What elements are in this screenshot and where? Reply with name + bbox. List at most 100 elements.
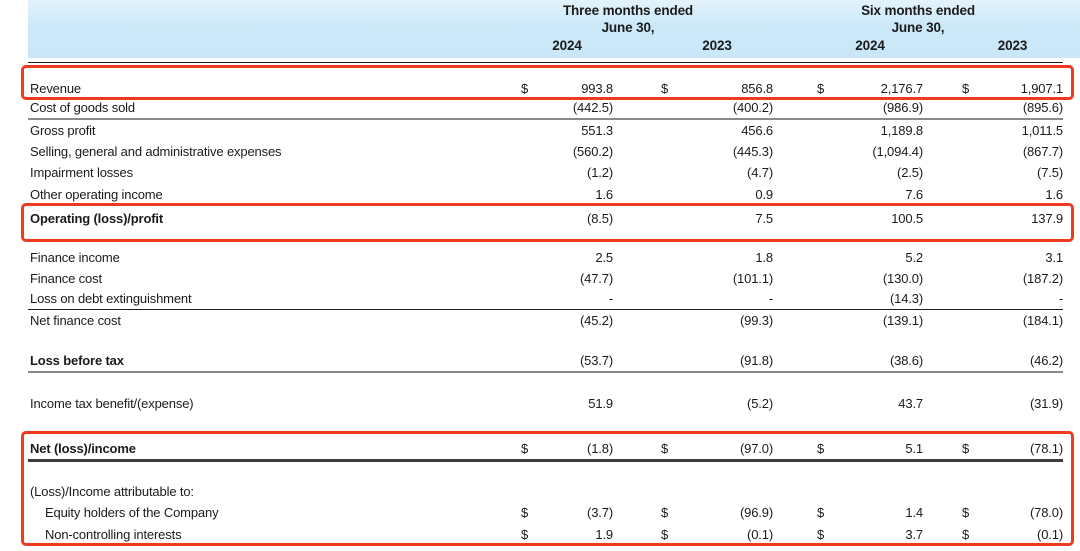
table-row: Gross profit 551.3 456.6 1,189.8 1,011.5 — [28, 120, 1063, 141]
value: 551.3 — [581, 123, 613, 138]
value: (445.3) — [732, 144, 773, 159]
value-cell-3m-2023: (445.3) — [613, 144, 773, 162]
table-row: (Loss)/Income attributable to: — [28, 480, 1063, 502]
row-label: Finance income — [30, 250, 120, 265]
value: 100.5 — [891, 211, 923, 226]
value: (0.1) — [1037, 527, 1063, 542]
table-row: Finance cost (47.7) (101.1) (130.0) (187… — [28, 268, 1063, 289]
value-cell-3m-2024: (560.2) — [483, 144, 613, 162]
value-cell-6m-2023: 137.9 — [923, 211, 1063, 229]
dollar-sign: $ — [817, 81, 825, 96]
dollar-sign: $ — [661, 81, 669, 96]
value: - — [608, 291, 613, 306]
row-label: Operating (loss)/profit — [30, 211, 164, 226]
value-cell-3m-2024: 2.5 — [483, 250, 613, 268]
spacer-row — [28, 414, 1063, 435]
value-cell-6m-2023 — [923, 499, 1063, 502]
value-cell-6m-2024 — [773, 499, 923, 502]
value-cell-3m-2024: (47.7) — [483, 271, 613, 289]
value: 7.5 — [755, 211, 773, 226]
period-header-six-months: Six months ended — [861, 3, 975, 18]
row-label: Cost of goods sold — [30, 100, 135, 115]
value: (867.7) — [1022, 144, 1063, 159]
value: - — [1058, 291, 1063, 306]
value: 0.9 — [755, 187, 773, 202]
dollar-sign: $ — [521, 81, 529, 96]
dollar-sign: $ — [521, 441, 529, 456]
value: (96.9) — [739, 505, 773, 520]
dollar-sign: $ — [817, 505, 825, 520]
value-cell-6m-2023: (867.7) — [923, 144, 1063, 162]
value-cell-6m-2024: 5.2 — [773, 250, 923, 268]
value-cell-6m-2024: (986.9) — [773, 100, 923, 118]
value-cell-3m-2023: $ (97.0) — [613, 441, 773, 459]
value-cell-3m-2023: - — [613, 291, 773, 309]
row-label: (Loss)/Income attributable to: — [30, 484, 194, 499]
dollar-sign: $ — [817, 527, 825, 542]
value-cell-6m-2023: $ (78.0) — [923, 505, 1063, 523]
value: (5.2) — [747, 396, 773, 411]
value: 5.1 — [905, 441, 923, 456]
value-cell-6m-2024: 1,189.8 — [773, 123, 923, 141]
value: (46.2) — [1029, 353, 1063, 368]
value-cell-6m-2024: (139.1) — [773, 313, 923, 331]
value: 137.9 — [1031, 211, 1063, 226]
value-cell-6m-2024: (2.5) — [773, 165, 923, 183]
year-header-3m-2023: 2023 — [702, 38, 732, 53]
dollar-sign: $ — [661, 505, 669, 520]
dollar-sign: $ — [661, 527, 669, 542]
value: (2.5) — [897, 165, 923, 180]
value-cell-3m-2023: (4.7) — [613, 165, 773, 183]
row-label: Net finance cost — [30, 313, 121, 328]
value: (99.3) — [739, 313, 773, 328]
value-cell-6m-2023: (31.9) — [923, 396, 1063, 414]
value: 456.6 — [741, 123, 773, 138]
value: 51.9 — [588, 396, 613, 411]
value: (1.8) — [587, 441, 613, 456]
value: 1,189.8 — [880, 123, 923, 138]
table-row: Operating (loss)/profit (8.5) 7.5 100.5 … — [28, 206, 1063, 229]
value-cell-3m-2023: 0.9 — [613, 187, 773, 205]
value-cell-3m-2023: $856.8 — [613, 81, 773, 99]
value: (38.6) — [889, 353, 923, 368]
value: 1.6 — [1045, 187, 1063, 202]
value-cell-3m-2024: 51.9 — [483, 396, 613, 414]
value-cell-3m-2023: 456.6 — [613, 123, 773, 141]
value-cell-6m-2024: (130.0) — [773, 271, 923, 289]
value-cell-6m-2024: $2,176.7 — [773, 81, 923, 99]
value: (184.1) — [1022, 313, 1063, 328]
value-cell-6m-2024: 100.5 — [773, 211, 923, 229]
value: 3.1 — [1045, 250, 1063, 265]
table-row: Net finance cost (45.2) (99.3) (139.1) (… — [28, 310, 1063, 331]
value: (97.0) — [739, 441, 773, 456]
value: (3.7) — [587, 505, 613, 520]
value-cell-6m-2023: 1,011.5 — [923, 123, 1064, 141]
value-cell-6m-2024: $5.1 — [773, 441, 923, 459]
income-statement-table: Revenue $993.8 $856.8 $2,176.7 $1,907.1 … — [28, 62, 1063, 545]
value-cell-3m-2023: $ (0.1) — [613, 527, 773, 545]
value: 1.9 — [595, 527, 613, 542]
value-cell-6m-2023: (46.2) — [923, 353, 1063, 371]
value-cell-3m-2023: (400.2) — [613, 100, 773, 118]
row-label: Finance cost — [30, 271, 102, 286]
value-cell-6m-2023: 3.1 — [923, 250, 1063, 268]
row-label: Revenue — [30, 81, 81, 96]
value-cell-3m-2024: $993.8 — [483, 81, 613, 99]
value-cell-6m-2023: (895.6) — [923, 100, 1063, 118]
value: 1.4 — [905, 505, 923, 520]
value-cell-6m-2023: - — [923, 291, 1063, 309]
value: (53.7) — [579, 353, 613, 368]
value: (78.0) — [1029, 505, 1063, 520]
year-header-6m-2023: 2023 — [997, 38, 1028, 53]
value: (7.5) — [1037, 165, 1063, 180]
date-header-row: June 30, June 30, — [28, 20, 1063, 35]
value: (31.9) — [1029, 396, 1063, 411]
value-cell-3m-2024: (1.2) — [483, 165, 613, 183]
year-header-3m-2024: 2024 — [552, 38, 582, 53]
dollar-sign: $ — [962, 81, 970, 96]
spacer-row — [28, 229, 1063, 248]
header-label-spacer — [28, 3, 483, 18]
row-label: Non-controlling interests — [45, 527, 182, 542]
table-header-band — [28, 0, 1080, 58]
